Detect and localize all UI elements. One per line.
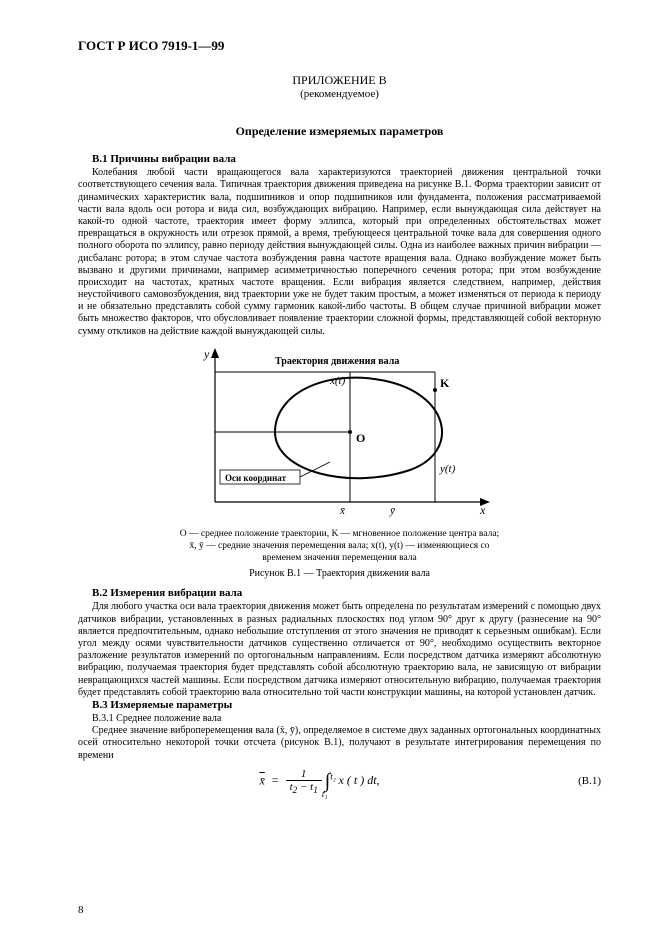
svg-text:y(t): y(t) <box>439 463 456 475</box>
equation-b1: x̄ = 1 t2 − t1 ∫t₂t₁ x ( t ) dt, (В.1) <box>78 768 601 795</box>
b3-text: Среднее значение виброперемещения вала (… <box>78 725 601 762</box>
svg-text:Оси координат: Оси координат <box>225 473 287 483</box>
b3-title: В.3 Измеряемые параметры <box>78 699 601 711</box>
b2-title: В.2 Измерения вибрации вала <box>78 587 601 599</box>
section-title: Определение измеряемых параметров <box>78 124 601 139</box>
b1-text: Колебания любой части вращающегося вала … <box>78 167 601 338</box>
svg-text:Траектория движения вала: Траектория движения вала <box>275 356 399 367</box>
svg-text:x̄: x̄ <box>339 505 345 517</box>
b2-text: Для любого участка оси вала траектория д… <box>78 601 601 699</box>
trajectory-diagram: y x Траектория движения вала x(t) K O x̄… <box>180 342 500 522</box>
svg-text:ȳ: ȳ <box>389 505 396 517</box>
svg-text:O: O <box>356 431 365 445</box>
svg-text:x: x <box>479 503 486 517</box>
b31-title: В.3.1 Среднее положение вала <box>78 713 601 725</box>
appendix-title: ПРИЛОЖЕНИЕ В <box>78 72 601 88</box>
appendix-subtitle: (рекомендуемое) <box>78 88 601 100</box>
figure-caption: O — среднее положение траектории, K — мг… <box>180 529 500 565</box>
svg-text:y: y <box>203 347 210 361</box>
svg-text:x(t): x(t) <box>329 375 346 387</box>
page: ГОСТ Р ИСО 7919-1—99 ПРИЛОЖЕНИЕ В (реком… <box>0 0 661 936</box>
svg-text:K: K <box>440 376 450 390</box>
page-number: 8 <box>78 904 84 916</box>
figure-b1: y x Траектория движения вала x(t) K O x̄… <box>180 342 500 580</box>
equation-content: x̄ = 1 t2 − t1 ∫t₂t₁ x ( t ) dt, <box>78 768 561 795</box>
equation-number: (В.1) <box>561 775 601 787</box>
figure-title: Рисунок В.1 — Траектория движения вала <box>180 568 500 579</box>
b1-title: В.1 Причины вибрации вала <box>78 153 601 165</box>
document-id: ГОСТ Р ИСО 7919-1—99 <box>78 38 601 54</box>
